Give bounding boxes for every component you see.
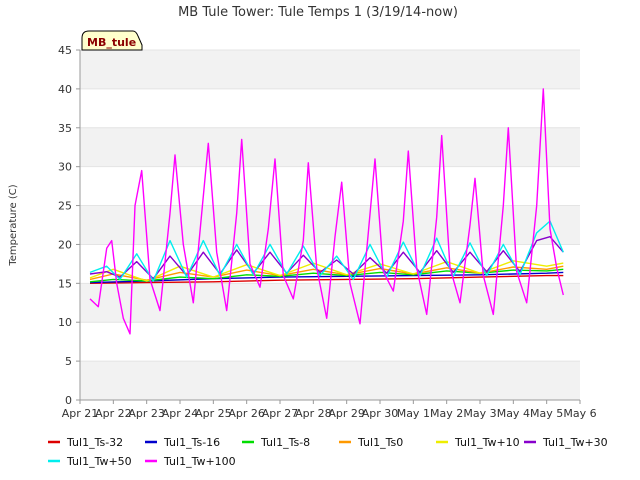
site-label: MB_tule (87, 36, 136, 49)
x-tick-label: Apr 21 (62, 407, 99, 420)
x-tick-label: Apr 28 (295, 407, 332, 420)
y-tick-label: 45 (58, 44, 72, 57)
x-tick-label: Apr 27 (262, 407, 299, 420)
x-tick-label: Apr 24 (162, 407, 199, 420)
site-label-badge (81, 30, 143, 51)
x-tick-label: May 2 (430, 407, 463, 420)
y-tick-label: 35 (58, 122, 72, 135)
x-tick-label: Apr 23 (128, 407, 165, 420)
y-tick-label: 0 (65, 394, 72, 407)
y-tick-label: 10 (58, 316, 72, 329)
grid-band (80, 205, 580, 245)
series-lines (89, 88, 564, 335)
legend-label: Tul1_Ts-32 (66, 436, 123, 449)
y-tick-label: 40 (58, 83, 72, 96)
legend-label: Tul1_Tw+30 (542, 436, 608, 449)
plot-background (80, 49, 580, 401)
legend-label: Tul1_Tw+50 (66, 455, 132, 468)
x-tick-label: Apr 25 (195, 407, 232, 420)
legend-label: Tul1_Tw+100 (163, 455, 236, 468)
legend-label: Tul1_Ts-8 (260, 436, 310, 449)
x-tick-label: May 3 (463, 407, 496, 420)
x-tick-label: May 1 (397, 407, 430, 420)
y-axis-label: Temperature (C) (8, 184, 19, 266)
y-tick-label: 20 (58, 238, 72, 251)
y-tick-label: 5 (65, 355, 72, 368)
series-line-Tul1_Tw+50 (89, 220, 564, 282)
y-tick-label: 30 (58, 161, 72, 174)
series-line-Tul1_Tw+100 (89, 88, 564, 335)
legend: Tul1_Ts-32 Tul1_Ts-16 Tul1_Ts-8 Tul1_Ts0 Tul… (48, 436, 608, 468)
x-tick-label: Apr 26 (228, 407, 265, 420)
series-line-Tul1_Ts-32 (89, 274, 564, 284)
x-tick-label: Apr 29 (328, 407, 365, 420)
x-tick-label: May 4 (497, 407, 530, 420)
chart-title: MB Tule Tower: Tule Temps 1 (3/19/14-now… (178, 5, 458, 20)
grid-band (80, 50, 580, 89)
site-label-box: MB_tule (81, 30, 143, 51)
x-tick-label: Apr 22 (95, 407, 132, 420)
grid-band (80, 361, 580, 400)
legend-label: Tul1_Ts-16 (163, 436, 220, 449)
x-tick-label: May 6 (563, 407, 596, 420)
grid-band (80, 127, 580, 167)
x-tick-label: May 5 (530, 407, 563, 420)
x-tick-label: Apr 30 (362, 407, 399, 420)
legend-label: Tul1_Ts0 (357, 436, 403, 449)
y-tick-label: 15 (58, 277, 72, 290)
legend-label: Tul1_Tw+10 (454, 436, 520, 449)
y-tick-label: 25 (58, 200, 72, 213)
